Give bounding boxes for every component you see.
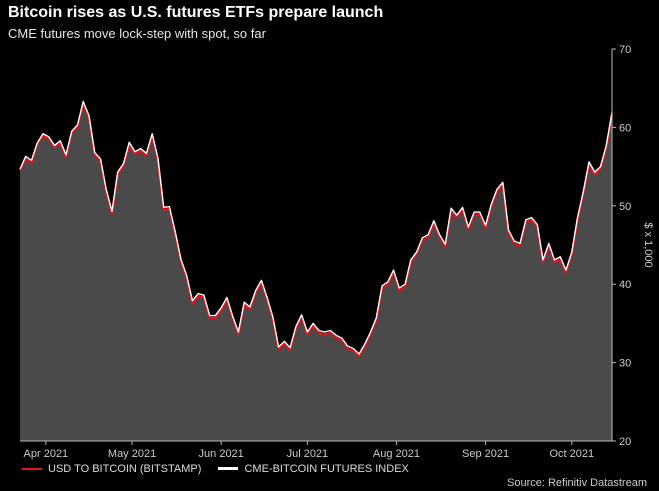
- axis-layer: 20 30 40 50 60 70 Apr 2021 May 2021 Jun 2021 Jul …: [20, 44, 631, 460]
- legend-label-futures: CME-BITCOIN FUTURES INDEX: [244, 462, 409, 475]
- series-line-futures: [19, 100, 613, 355]
- legend-item-futures: CME-BITCOIN FUTURES INDEX: [218, 462, 409, 475]
- lines-layer: [19, 100, 614, 358]
- chart-title: Bitcoin rises as U.S. futures ETFs prepa…: [8, 4, 384, 21]
- y-tick-label-60: 60: [619, 122, 631, 134]
- y-tick-label-30: 30: [619, 358, 631, 370]
- y-tick-label-20: 20: [619, 436, 631, 448]
- x-tick-label-1: May 2021: [108, 448, 156, 460]
- x-tick-label-3: Jul 2021: [287, 448, 329, 460]
- legend: USD TO BITCOIN (BITSTAMP) CME-BITCOIN FU…: [22, 461, 423, 475]
- x-tick-label-2: Jun 2021: [199, 448, 244, 460]
- x-tick-label-6: Oct 2021: [549, 448, 594, 460]
- legend-label-spot: USD TO BITCOIN (BITSTAMP): [48, 463, 202, 475]
- source-note: Source: Refinitiv Datastream: [507, 477, 647, 489]
- area-fill: [20, 103, 612, 442]
- chart-subtitle: CME futures move lock-step with spot, so…: [8, 26, 266, 41]
- y-tick-label-70: 70: [619, 44, 631, 56]
- series-line-spot: [19, 102, 614, 358]
- y-tick-label-50: 50: [619, 201, 631, 213]
- legend-swatch-futures: [218, 467, 239, 470]
- area-layer: [20, 103, 612, 442]
- x-tick-label-5: Sep 2021: [462, 448, 509, 460]
- x-tick-label-4: Aug 2021: [373, 448, 420, 460]
- y-axis-label: $ x 1,000: [642, 222, 654, 268]
- legend-item-spot: USD TO BITCOIN (BITSTAMP): [22, 463, 201, 475]
- x-tick-label-0: Apr 2021: [24, 448, 69, 460]
- legend-swatch-spot: [22, 468, 42, 470]
- y-tick-label-40: 40: [619, 279, 631, 291]
